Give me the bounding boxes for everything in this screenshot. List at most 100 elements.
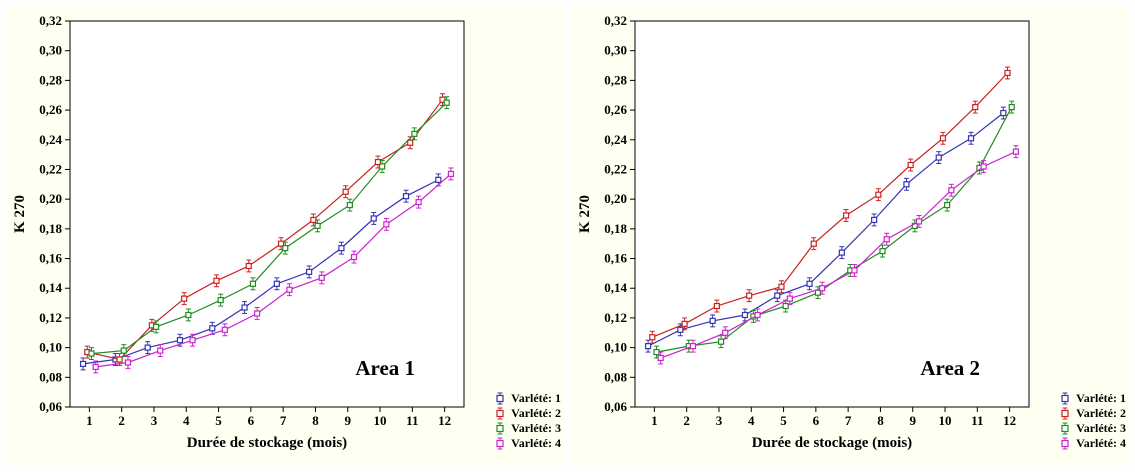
y-tick-label: 0,30 (604, 43, 627, 58)
data-point-marker (350, 253, 358, 261)
data-point-marker (939, 135, 947, 142)
x-tick-label: 2 (118, 413, 125, 428)
data-point-marker (774, 292, 781, 299)
data-point-marker (786, 295, 793, 302)
series-2 (649, 66, 1011, 344)
y-axis-title: K 270 (577, 195, 593, 233)
legend-item-3: Varlété: 3 (492, 421, 561, 436)
data-point-marker (709, 317, 716, 324)
y-tick-label: 0,10 (39, 340, 62, 355)
y-tick-label: 0,32 (604, 13, 627, 28)
y-tick-label: 0,14 (39, 280, 62, 295)
data-point-marker (124, 359, 132, 366)
data-point-marker (249, 280, 257, 287)
x-axis: 1 2 3 4 5 6 7 8 9 10 11 12 (651, 407, 1016, 428)
data-point-marker (181, 295, 188, 302)
legend-label: Varlété: 2 (1076, 406, 1126, 420)
legend-marker-icon (1061, 392, 1069, 405)
legend-label: Varlété: 3 (1076, 421, 1126, 435)
data-point-marker (286, 286, 293, 293)
data-point-marker (273, 280, 280, 287)
data-point-marker (657, 354, 664, 362)
data-point-marker (370, 215, 377, 222)
data-point-marker (713, 302, 720, 310)
data-point-marker (379, 163, 386, 170)
data-point-marker (306, 268, 313, 275)
legend-area-1: Varlété: 1 Varlété: 2 Varlété: 3 Varlété: 4 (492, 391, 561, 451)
x-tick-label: 10 (374, 413, 387, 428)
data-point-marker (915, 218, 923, 225)
data-point-marker (842, 212, 850, 219)
data-point-marker (838, 249, 845, 256)
y-tick-label: 0,32 (39, 13, 62, 28)
data-point-marker (746, 292, 753, 299)
data-point-marker (778, 283, 785, 290)
chart-panel-area-2: 0,06 0,08 0,10 0,12 0,14 0,16 0,18 0,20 0,22 0,24… (571, 7, 1129, 465)
data-point-marker (402, 193, 410, 200)
legend-label: Varlété: 2 (511, 406, 561, 420)
series-line (652, 72, 1008, 338)
data-point-marker (342, 188, 349, 195)
legend-marker-icon (496, 437, 504, 450)
y-axis-title: K 270 (12, 195, 28, 233)
data-point-marker (411, 130, 418, 137)
data-point-marker (374, 158, 382, 166)
legend-item-1: Varlété: 1 (1057, 391, 1126, 406)
y-tick-label: 0,26 (39, 102, 62, 117)
legend-label: Varlété: 1 (1076, 391, 1126, 405)
y-tick-label: 0,20 (604, 191, 627, 206)
data-point-marker (415, 199, 422, 206)
y-tick-label: 0,10 (604, 340, 627, 355)
series-line (95, 173, 452, 368)
data-point-marker (282, 245, 289, 252)
legend-marker-icon (496, 392, 504, 405)
data-point-marker (189, 337, 196, 344)
x-tick-label: 5 (215, 413, 222, 428)
x-tick-label: 5 (780, 413, 787, 428)
legend-item-4: Varlété: 4 (492, 436, 561, 451)
x-tick-label: 11 (971, 413, 983, 428)
data-point-marker (879, 248, 886, 255)
data-point-marker (338, 245, 345, 252)
series-1 (79, 173, 442, 371)
legend-marker-icon (1061, 422, 1069, 435)
data-point-marker (447, 170, 455, 178)
data-point-marker (754, 311, 761, 319)
chart-panel-area-1: 0,06 0,08 0,10 0,12 0,14 0,16 0,18 0,20 0,22 0,24… (6, 7, 564, 465)
data-point-marker (254, 310, 261, 317)
y-tick-label: 0,12 (604, 310, 627, 325)
area-annotation: Area 2 (920, 356, 980, 380)
data-point-marker (318, 274, 325, 281)
y-tick-label: 0,22 (39, 161, 62, 176)
x-tick-label: 8 (877, 413, 884, 428)
x-axis-title: Durée de stockage (mois) (187, 435, 347, 451)
series-4 (92, 167, 455, 374)
y-tick-label: 0,08 (604, 369, 627, 384)
area-annotation: Area 1 (355, 356, 415, 380)
data-point-marker (935, 154, 942, 161)
y-tick-label: 0,18 (39, 221, 62, 236)
y-tick-label: 0,22 (604, 161, 627, 176)
legend-item-4: Varlété: 4 (1057, 436, 1126, 451)
x-tick-label: 4 (183, 413, 190, 428)
data-point-marker (782, 302, 789, 310)
legend-marker-icon (1061, 437, 1069, 450)
data-point-marker (644, 343, 652, 350)
chart-area-2: 0,06 0,08 0,10 0,12 0,14 0,16 0,18 0,20 0,22 0,24… (577, 13, 1030, 451)
y-tick-label: 0,28 (604, 72, 627, 87)
y-tick-label: 0,24 (604, 132, 627, 147)
data-point-marker (722, 329, 729, 336)
data-point-marker (980, 163, 987, 170)
data-point-marker (851, 267, 858, 274)
x-tick-label: 12 (438, 413, 451, 428)
x-tick-label: 3 (716, 413, 723, 428)
x-tick-label: 3 (151, 413, 158, 428)
data-point-marker (689, 343, 697, 350)
data-point-marker (741, 311, 749, 319)
data-point-marker (144, 344, 151, 351)
legend-marker-icon (1061, 407, 1069, 420)
data-point-marker (435, 176, 442, 183)
series-line (91, 102, 448, 355)
y-axis: 0,06 0,08 0,10 0,12 0,14 0,16 0,18 0,20 0,22 0,24… (604, 13, 635, 414)
